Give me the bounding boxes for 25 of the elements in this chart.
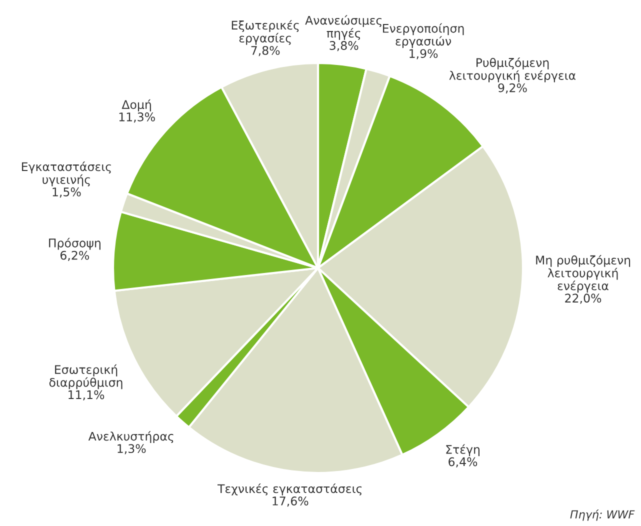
data-label: 1,3% bbox=[118, 444, 146, 454]
slice-label: Ανελκυστήρας bbox=[88, 431, 174, 444]
slice-label: Εσωτερική διαρρύθμιση bbox=[49, 364, 122, 390]
slice-label: Τεχνικές εγκαταστάσεις bbox=[217, 484, 362, 496]
data-label: 6,2% bbox=[60, 250, 90, 261]
data-label: 7,8% bbox=[251, 46, 280, 56]
slice-label: Μη ρυθμιζόμενη λειτουργική ενέργεια bbox=[536, 254, 630, 293]
slice-label: Εξωτερικές εργασίες bbox=[232, 20, 299, 45]
data-label: 3,8% bbox=[330, 41, 358, 52]
data-label: 1,9% bbox=[410, 49, 438, 60]
slice-label: Πρόσοψη bbox=[49, 238, 100, 250]
slice-label: Ενεργοποίηση εργασιών bbox=[382, 23, 464, 48]
slice-label: Δομή bbox=[122, 99, 151, 112]
text: Πηγή: WWF bbox=[570, 510, 635, 521]
data-label: 11,1% bbox=[68, 390, 104, 400]
slice-label: Ρυθμιζόμενη λειτουργική ενέργεια bbox=[449, 57, 576, 82]
data-label: 17,6% bbox=[272, 496, 308, 507]
data-label: 22,0% bbox=[565, 294, 602, 304]
data-label: 6,4% bbox=[448, 457, 478, 468]
data-label: 11,3% bbox=[119, 112, 155, 123]
data-label: 1,5% bbox=[52, 187, 81, 198]
slice-label: Στέγη bbox=[446, 444, 480, 456]
slice-label: Εγκαταστάσεις υγιεινής bbox=[22, 162, 111, 186]
slice-label: Ανανεώσιμες πηγές bbox=[305, 15, 382, 40]
data-label: 9,2% bbox=[498, 83, 527, 94]
